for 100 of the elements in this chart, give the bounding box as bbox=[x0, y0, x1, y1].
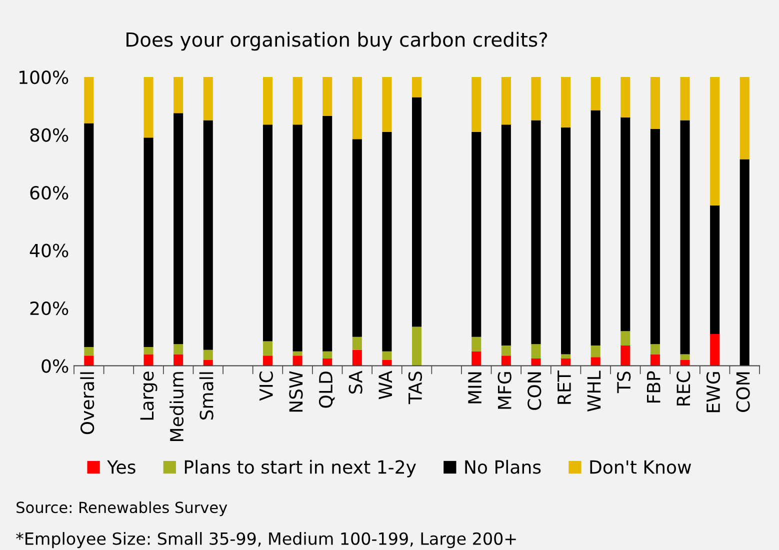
x-tick-label: Medium bbox=[170, 372, 184, 442]
legend-label: Plans to start in next 1-2y bbox=[184, 460, 416, 478]
bar bbox=[501, 77, 511, 125]
bar bbox=[382, 132, 392, 352]
bar bbox=[262, 77, 273, 125]
x-tick-label: MFG bbox=[498, 372, 512, 409]
y-tick-label: 60% bbox=[30, 186, 68, 200]
bar bbox=[680, 360, 690, 366]
x-tick-label: VIC bbox=[259, 372, 273, 401]
bar bbox=[531, 77, 541, 120]
bar bbox=[680, 120, 690, 354]
x-tick-label: FBP bbox=[647, 371, 660, 402]
bar bbox=[590, 77, 600, 110]
x-tick-label: COM bbox=[736, 372, 750, 412]
bar bbox=[620, 117, 630, 332]
bar bbox=[144, 77, 154, 138]
y-tick-label: 80% bbox=[30, 128, 68, 142]
bar bbox=[620, 77, 630, 118]
bar bbox=[292, 356, 302, 366]
bar bbox=[590, 110, 600, 346]
bar bbox=[322, 116, 332, 352]
bar bbox=[412, 326, 422, 366]
bar bbox=[382, 351, 392, 360]
x-tick-label: RET bbox=[558, 370, 571, 404]
bar bbox=[322, 77, 332, 116]
bar bbox=[472, 336, 482, 352]
bar bbox=[472, 77, 482, 132]
bar bbox=[561, 358, 571, 366]
bar bbox=[203, 350, 213, 360]
bar bbox=[680, 77, 690, 120]
x-tick-label: Small bbox=[199, 372, 214, 420]
bar bbox=[322, 351, 332, 359]
y-tick-label: 20% bbox=[30, 301, 68, 316]
bar bbox=[174, 113, 184, 344]
bar bbox=[352, 77, 362, 140]
bar bbox=[531, 120, 541, 344]
bar bbox=[292, 77, 302, 125]
bar bbox=[174, 77, 184, 114]
bar bbox=[650, 344, 660, 354]
bar bbox=[144, 138, 154, 347]
bar bbox=[292, 124, 302, 352]
bar bbox=[412, 77, 422, 98]
x-tick-label: QLD bbox=[318, 372, 335, 408]
bar bbox=[322, 358, 332, 366]
text: *Employee Size: Small 35-99, Medium 100-199, Large 200+ bbox=[16, 532, 516, 548]
bar bbox=[650, 354, 660, 366]
bar bbox=[620, 346, 630, 366]
source-note: Source: Renewables Survey bbox=[16, 501, 228, 516]
x-tick-label: WHL bbox=[587, 370, 601, 412]
bar bbox=[620, 331, 630, 346]
x-tick-label: NSW bbox=[289, 371, 303, 412]
bar bbox=[174, 354, 184, 366]
bar bbox=[352, 350, 362, 366]
x-tick-label: WA bbox=[378, 370, 392, 400]
bar bbox=[84, 356, 94, 366]
bar bbox=[590, 346, 600, 358]
legend-label: Yes bbox=[107, 460, 136, 474]
legend-label: No Plans bbox=[465, 460, 541, 474]
bar bbox=[203, 120, 213, 350]
y-tick-label: 0% bbox=[42, 359, 68, 373]
bar bbox=[262, 341, 273, 356]
x-tick-label: CON bbox=[528, 372, 542, 410]
x-tick-label: Large bbox=[140, 372, 158, 420]
bar bbox=[501, 346, 511, 356]
bar bbox=[680, 354, 690, 360]
x-tick-label: REC bbox=[676, 372, 690, 406]
bar bbox=[84, 123, 94, 347]
y-tick-label: 40% bbox=[30, 244, 68, 258]
bar bbox=[352, 139, 362, 337]
bar bbox=[501, 124, 511, 346]
bar bbox=[472, 351, 482, 366]
x-tick-label: EWG bbox=[706, 372, 720, 412]
bar bbox=[203, 77, 213, 120]
bar bbox=[710, 205, 720, 334]
x-tick-label: MIN bbox=[468, 372, 482, 404]
bar bbox=[740, 77, 750, 160]
bar bbox=[531, 344, 541, 359]
bar bbox=[650, 77, 660, 129]
bar bbox=[472, 132, 482, 337]
chart-title: Does your organisation buy carbon credits? bbox=[126, 32, 548, 51]
bar bbox=[144, 354, 154, 366]
legend-label: Don't Know bbox=[590, 460, 692, 474]
bar bbox=[262, 124, 273, 342]
x-tick-label: SA bbox=[348, 370, 362, 394]
bar bbox=[740, 159, 750, 366]
bar bbox=[84, 346, 94, 356]
bar bbox=[710, 334, 720, 366]
bar bbox=[650, 128, 660, 344]
bar bbox=[590, 357, 600, 366]
bar bbox=[382, 77, 392, 132]
bar bbox=[531, 358, 541, 366]
bar bbox=[262, 356, 273, 366]
bar bbox=[84, 77, 94, 124]
bar bbox=[561, 128, 571, 354]
bar bbox=[561, 77, 571, 128]
bar bbox=[710, 77, 720, 206]
bar bbox=[501, 356, 511, 366]
y-tick-label: 100% bbox=[20, 70, 68, 84]
bar bbox=[412, 97, 422, 327]
x-tick-label: TS bbox=[616, 372, 631, 394]
